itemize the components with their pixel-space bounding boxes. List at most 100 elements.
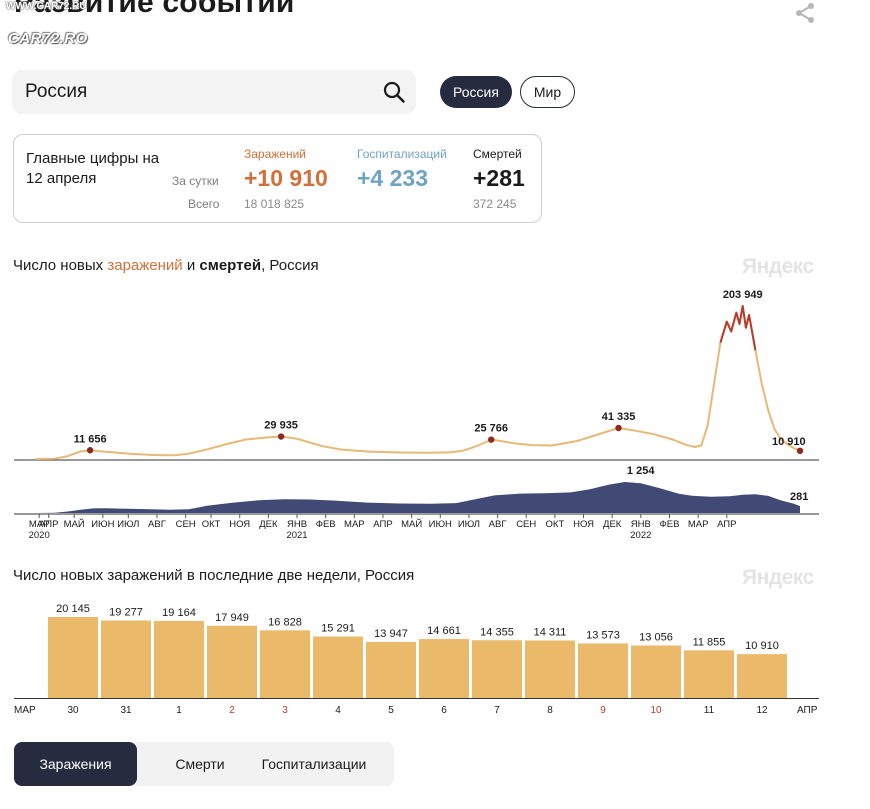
bar-value-label: 19 164 (162, 607, 196, 619)
infection-data-label: 41 335 (602, 411, 636, 423)
death-data-label: 281 (790, 491, 808, 503)
bar-value-label: 11 855 (693, 636, 726, 648)
bar-value-label: 13 573 (586, 629, 620, 641)
bar[interactable] (525, 640, 575, 698)
x-tick-label: ОКТ (546, 519, 565, 530)
bar[interactable] (631, 645, 681, 698)
bar-day-label: 31 (120, 705, 132, 716)
watermark-logo: CAR72.RO (8, 30, 88, 47)
infection-peak-dot (86, 447, 94, 454)
total-label: Всего (188, 197, 220, 211)
bar-day-label: 4 (335, 705, 341, 716)
death-data-label: 1 254 (627, 465, 655, 477)
search-icon[interactable] (382, 80, 406, 104)
bars-month-end: АПР (797, 705, 818, 716)
bar-value-label: 13 947 (374, 628, 408, 640)
bar-day-label: 1 (176, 705, 182, 716)
stat-infections-value: +10 910 (244, 165, 328, 191)
metric-tabs: Заражения Смерти Госпитализации (14, 742, 394, 786)
bar[interactable] (207, 625, 257, 698)
stat-deaths-total: 372 245 (473, 197, 517, 211)
x-tick-label: АВГ (148, 519, 166, 530)
stat-deaths-name: Смертей (473, 147, 522, 161)
x-tick-label: ИЮЛ (117, 519, 139, 530)
bar[interactable] (366, 641, 416, 698)
bar-day-label: 10 (650, 705, 662, 716)
bar[interactable] (737, 654, 787, 698)
x-tick-label: ДЕК (259, 519, 278, 530)
tab-infections[interactable]: Заражения (14, 742, 137, 786)
bar[interactable] (419, 639, 469, 698)
bar[interactable] (684, 650, 734, 698)
chart2-title: Число новых заражений в последние две не… (13, 567, 415, 584)
bar[interactable] (154, 620, 204, 698)
chart1-title: Число новых заражений и смертей, Россия (13, 257, 319, 274)
x-tick-label: АПР (39, 519, 58, 530)
region-chip-russia[interactable]: Россия (440, 76, 512, 108)
x-tick-year: 2022 (630, 530, 651, 541)
x-tick-label: ФЕВ (660, 519, 680, 530)
bar-value-label: 10 910 (745, 640, 779, 652)
infection-peak-dot (615, 424, 622, 432)
x-tick-label: АПР (717, 519, 736, 530)
bar-value-label: 14 661 (427, 625, 461, 637)
bar-day-label: 12 (756, 705, 768, 716)
bar[interactable] (313, 636, 363, 698)
page-title: Развитие событий (14, 0, 295, 19)
bar-day-label: 2 (229, 705, 235, 716)
x-tick-label: ИЮН (91, 519, 114, 530)
x-tick-label: МАР (688, 519, 709, 530)
bar-day-label: 6 (441, 705, 447, 716)
x-tick-label: НОЯ (229, 519, 250, 530)
stat-infections-name: Заражений (244, 147, 307, 161)
infection-data-label: 29 935 (264, 420, 298, 432)
tab-deaths[interactable]: Смерти (175, 756, 225, 772)
bar-day-label: 30 (67, 705, 79, 716)
summary-card: Главные цифры на 12 апреля За сутки Всег… (13, 134, 542, 223)
bar[interactable] (101, 620, 151, 698)
watermark-url: WWW.CAR72.RU (6, 1, 87, 12)
x-tick-label: МАР (344, 519, 365, 530)
x-tick-label: МАЙ (401, 518, 422, 530)
x-tick-label: ОКТ (202, 519, 221, 530)
x-tick-label: ИЮЛ (458, 519, 480, 530)
bar-day-label: 11 (704, 705, 715, 716)
search-input[interactable]: Россия (25, 81, 88, 102)
region-chip-world[interactable]: Мир (520, 76, 575, 108)
infections-line (35, 305, 801, 460)
x-tick-label: ФЕВ (316, 519, 336, 530)
search-box[interactable]: Россия (12, 70, 416, 114)
bar-value-label: 14 355 (480, 626, 514, 638)
x-tick-label: ЯНВ (631, 519, 651, 530)
bar[interactable] (260, 630, 310, 698)
infection-peak-dot (488, 436, 495, 443)
bars-month-start: МАР (14, 705, 36, 716)
deaths-area (36, 482, 800, 513)
infection-peak-dot (796, 447, 804, 455)
stat-infections-total: 18 018 825 (244, 197, 305, 211)
bar-value-label: 17 949 (215, 612, 249, 624)
x-tick-label: ДЕК (603, 519, 622, 530)
bar-value-label: 13 056 (639, 632, 673, 644)
x-tick-year: 2020 (29, 530, 50, 541)
stat-hospital-value: +4 233 (357, 165, 428, 191)
bar[interactable] (578, 643, 628, 698)
bar-day-label: 8 (547, 705, 553, 716)
x-tick-year: 2021 (286, 530, 307, 541)
tab-hospitalizations[interactable]: Госпитализации (261, 756, 367, 772)
x-tick-label: МАЙ (64, 518, 85, 530)
bar-value-label: 19 277 (109, 606, 143, 618)
infection-data-label: 25 766 (474, 423, 508, 435)
bar[interactable] (472, 640, 522, 698)
bar-day-label: 7 (494, 705, 500, 716)
infection-data-label: 11 656 (74, 433, 107, 445)
bar-value-label: 14 311 (534, 626, 567, 638)
bar-value-label: 20 145 (56, 603, 90, 615)
stat-hospital-name: Госпитализаций (357, 147, 447, 161)
chart-infections-deaths: 11 656 29 935 25 766 41 335 203 949 10 910 1 2… (14, 289, 819, 541)
bar-value-label: 15 291 (321, 623, 355, 635)
share-icon[interactable] (792, 1, 818, 25)
bar[interactable] (48, 617, 98, 698)
x-tick-label: МАР (29, 519, 50, 530)
x-tick-label: АВГ (489, 519, 507, 530)
